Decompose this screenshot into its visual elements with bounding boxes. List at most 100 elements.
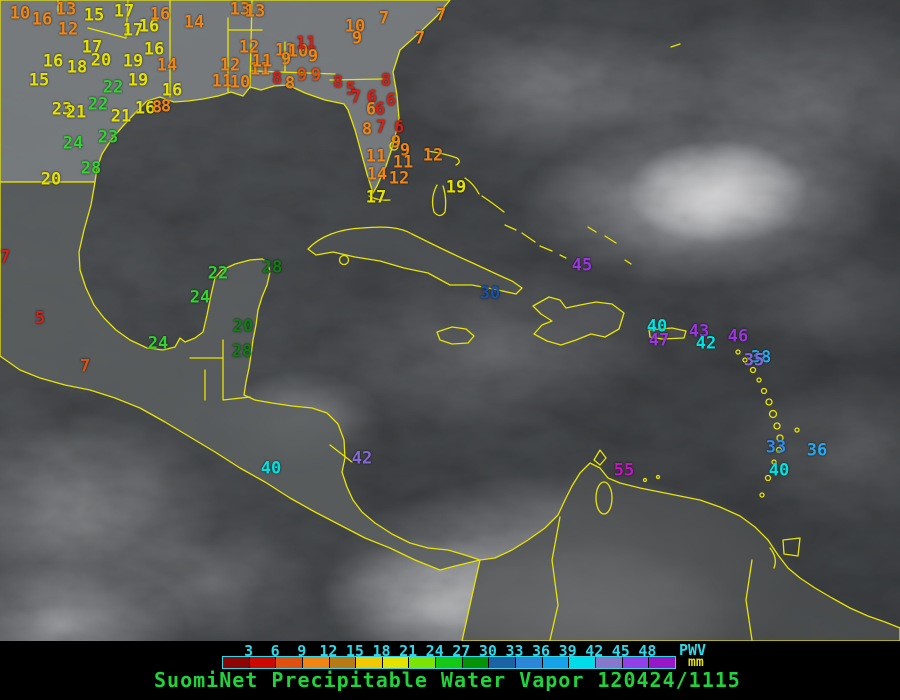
colorbar-segment [276,657,302,668]
station-value: 17 [81,37,103,58]
station-value: 6 [393,117,405,138]
colorbar-tick-label: 21 [399,642,418,660]
station-value: 28 [80,158,102,179]
bahamas-outlines [426,150,632,265]
station-value: 5 [34,308,46,329]
station-value: 10 [229,72,251,93]
station-value: 9 [310,65,322,86]
isle-of-youth-outline [338,254,350,266]
colorbar-segment [542,657,569,668]
colorbar-tick-label: 30 [478,642,497,660]
lake-maracaibo [595,481,613,515]
state-borders [57,0,385,98]
station-value: 40 [260,458,282,479]
colorbar-tick-label: 15 [345,642,364,660]
colorbar-segment [382,657,409,668]
station-value: 5 [345,79,357,100]
colorbar-segment [436,657,462,668]
station-value: 33 [765,437,787,458]
station-value: 17 [122,20,144,41]
station-value: 16 [42,51,64,72]
station-value: 20 [40,169,62,190]
station-value: 6 [385,90,397,111]
station-value: 24 [147,333,169,354]
station-value: 55 [613,460,635,481]
map-title: SuomiNet Precipitable Water Vapor 120424… [154,668,741,692]
station-value: 16 [138,16,160,37]
colorbar-segment [489,657,516,668]
colorbar-tick-label: 42 [585,642,604,660]
station-value: 13 [55,0,77,20]
station-value: 8 [151,97,163,118]
country-borders-south [549,516,753,641]
puerto-rico-outline [648,327,687,340]
colorbar-segment [409,657,436,668]
station-value: 8 [361,119,373,140]
station-value: 9 [280,49,292,70]
colorbar-tick-label: 3 [244,642,254,660]
station-value: 13 [244,1,266,22]
colorbar [222,656,676,669]
station-value: 47 [648,330,670,351]
colorbar-tick-label: 12 [319,642,338,660]
station-value: 14 [156,55,178,76]
station-value: 7 [79,356,91,377]
colorbar-tick-label: 18 [372,642,391,660]
station-value: 7 [435,5,447,26]
station-value: 22 [102,77,124,98]
station-value: 8 [160,96,172,117]
station-value: 11 [211,71,233,92]
station-value: 11 [295,33,317,54]
station-value: 8 [332,72,344,93]
colorbar-segment [595,657,622,668]
station-value: 9 [296,65,308,86]
station-value: 12 [388,168,410,189]
trinidad-outline [769,537,801,569]
station-value: 21 [65,102,87,123]
station-value: 23 [97,127,119,148]
hispaniola-outline [532,296,625,346]
colorbar-segment [569,657,595,668]
station-value: 14 [366,164,388,185]
station-value: 12 [219,55,241,76]
colorbar-tick-label: 36 [532,642,551,660]
colorbar-segment [302,657,329,668]
station-value: 19 [445,177,467,198]
station-value: 9 [351,28,363,49]
station-value: 23 [51,99,73,120]
station-value: 45 [571,255,593,276]
colorbar-tick-label: 45 [611,642,630,660]
station-value: 7 [414,28,426,49]
colorbar-segment [249,657,276,668]
station-value: 18 [66,57,88,78]
station-value: 20 [232,316,254,337]
station-value: 11 [249,59,271,80]
station-value: 8 [271,68,283,89]
station-value: 19 [122,51,144,72]
bermuda [670,43,681,48]
us-landmass [0,0,451,194]
lesser-antilles [735,349,800,498]
country-borders-central [189,339,353,463]
station-value: 13 [229,0,251,20]
station-value: 10 [9,3,31,24]
unit-label-mm: mm [688,655,704,670]
station-value: 22 [87,94,109,115]
station-value: 10 [287,41,309,62]
colorbar-segment [622,657,649,668]
station-value: 7 [375,117,387,138]
colorbar-segment [649,657,675,668]
station-value: 36 [806,440,828,461]
station-value: 21 [110,106,132,127]
station-value: 10 [344,16,366,37]
colorbar-tick-label: 48 [638,642,657,660]
colorbar-segment [223,657,249,668]
station-value: 40 [768,460,790,481]
colorbar-segment [462,657,489,668]
station-value: 16 [134,98,156,119]
station-value: 16 [31,9,53,30]
station-value: 7 [378,8,390,29]
station-value: 42 [351,448,373,469]
station-value: 12 [57,19,79,40]
